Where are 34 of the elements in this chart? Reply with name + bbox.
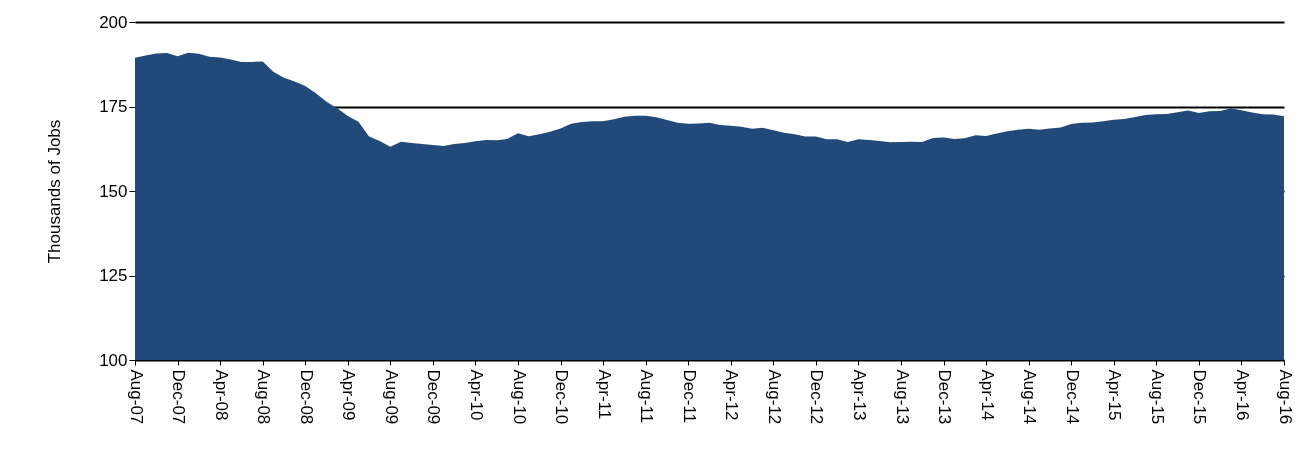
y-tick-label: 150 bbox=[99, 181, 128, 201]
x-tick-label: Dec-10 bbox=[552, 369, 572, 425]
y-axis-title: Thousands of Jobs bbox=[45, 119, 65, 264]
y-tick-label: 125 bbox=[99, 266, 128, 285]
x-tick-label: Aug-14 bbox=[1020, 369, 1040, 425]
x-tick-label: Aug-08 bbox=[254, 369, 274, 425]
y-tick-label: 100 bbox=[99, 350, 128, 370]
x-tick-label: Dec-13 bbox=[935, 369, 955, 425]
x-tick-label: Aug-13 bbox=[892, 369, 912, 425]
x-tick-label: Aug-09 bbox=[381, 369, 401, 425]
x-tick-label: Dec-08 bbox=[296, 369, 316, 425]
x-tick-label: Apr-10 bbox=[466, 369, 486, 421]
x-tick-label: Dec-15 bbox=[1190, 369, 1210, 425]
x-tick-label: Apr-14 bbox=[977, 369, 997, 421]
x-tick-label: Aug-12 bbox=[764, 369, 784, 425]
x-tick-label: Apr-12 bbox=[722, 369, 742, 421]
x-tick-label: Dec-12 bbox=[807, 369, 827, 425]
x-tick-label: Aug-16 bbox=[1275, 369, 1295, 425]
x-tick-label: Apr-09 bbox=[339, 369, 359, 421]
x-tick-label: Apr-11 bbox=[594, 369, 614, 420]
x-tick-label: Apr-15 bbox=[1105, 369, 1125, 421]
y-tick-label: 200 bbox=[99, 12, 128, 32]
x-tick-label: Dec-11 bbox=[679, 369, 699, 424]
x-tick-label: Aug-10 bbox=[509, 369, 529, 425]
x-tick-label: Aug-11 bbox=[637, 369, 657, 424]
x-tick-label: Dec-14 bbox=[1062, 369, 1082, 425]
x-tick-label: Apr-13 bbox=[849, 369, 869, 421]
x-tick-label: Aug-15 bbox=[1147, 369, 1167, 425]
x-tick-label: Dec-07 bbox=[169, 369, 189, 425]
x-tick-label: Aug-07 bbox=[126, 369, 146, 425]
y-tick-label: 175 bbox=[99, 97, 128, 116]
x-tick-label: Apr-08 bbox=[211, 369, 231, 421]
x-tick-label: Apr-16 bbox=[1232, 369, 1252, 421]
x-tick-label: Dec-09 bbox=[424, 369, 444, 425]
